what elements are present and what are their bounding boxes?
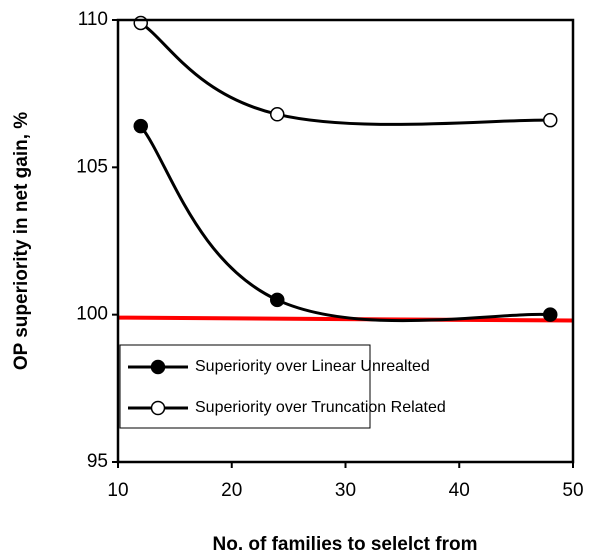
data-point [543, 112, 558, 128]
y-tick-label: 100 [76, 304, 108, 325]
plot-frame [116, 18, 575, 464]
series-line [139, 125, 551, 323]
data-point [133, 118, 148, 134]
data-point [133, 15, 148, 31]
legend-label: Superiority over Truncation Related [195, 399, 446, 416]
y-tick-label: 95 [87, 451, 108, 472]
data-point [270, 292, 285, 308]
y-axis-title: OP superiority in net gain, % [11, 112, 32, 370]
data-point [270, 107, 285, 122]
y-tick-label: 105 [76, 156, 108, 177]
legend-label: Superiority over Linear Unrealted [195, 358, 430, 375]
data-point [543, 307, 558, 322]
x-tick-label: 20 [221, 480, 242, 501]
legend: Superiority over Linear Unrealted Superio… [119, 344, 446, 429]
legend-marker [150, 400, 166, 416]
series-line [139, 21, 551, 126]
y-tick-label: 110 [78, 9, 108, 30]
x-tick-label: 40 [449, 480, 470, 501]
x-tick-label: 10 [107, 480, 128, 501]
x-tick-label: 50 [562, 480, 583, 501]
x-tick-label: 30 [335, 480, 356, 501]
x-axis-title: No. of families to selelct from [213, 534, 478, 555]
legend-marker [150, 359, 166, 375]
reference-line [117, 315, 574, 323]
